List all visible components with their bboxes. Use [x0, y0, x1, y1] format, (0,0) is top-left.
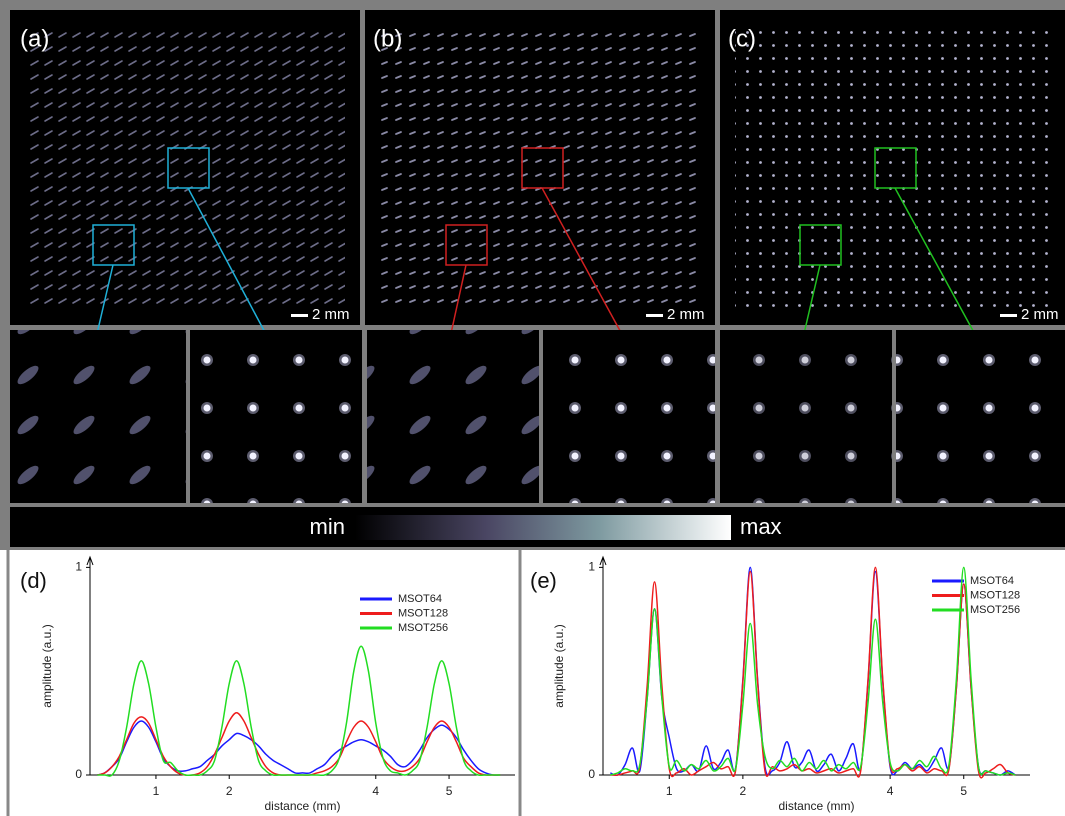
- inset: [896, 330, 1065, 503]
- scale-label: 2 mm: [1021, 306, 1059, 323]
- scale-bars: [291, 314, 1017, 317]
- panel-label: (e): [530, 568, 557, 593]
- x-tick-label: 2: [226, 784, 233, 798]
- zoom-line: [802, 264, 821, 339]
- x-tick-label: 1: [153, 784, 160, 798]
- colorbar-max: max: [740, 514, 782, 539]
- chart-area: [0, 550, 1065, 816]
- zoom-box: [799, 224, 842, 266]
- inset: [720, 330, 892, 503]
- legend-label: MSOT128: [398, 607, 448, 619]
- y-tick-label: 0: [588, 767, 595, 781]
- zoom-line: [449, 264, 467, 339]
- zoom-line: [894, 187, 978, 339]
- legend-label: MSOT128: [970, 589, 1020, 601]
- data-line: [97, 720, 501, 776]
- y-tick-label: 1: [75, 560, 82, 574]
- zoom-marks: [92, 147, 978, 339]
- scale-bar: [1000, 314, 1017, 317]
- legend-label: MSOT64: [398, 593, 442, 605]
- inset: [543, 330, 715, 503]
- field-a: [25, 30, 345, 310]
- y-tick-label: 1: [588, 560, 595, 574]
- axis-arrow: [86, 555, 94, 566]
- y-axis-label: amplitude (a.u.): [40, 624, 54, 707]
- colorbar: [355, 515, 731, 540]
- axis-arrow: [599, 555, 607, 566]
- scale-label: 2 mm: [667, 306, 705, 323]
- panel-label: (a): [20, 25, 49, 52]
- zoom-line: [187, 187, 269, 339]
- field-c: [735, 30, 1055, 310]
- x-axis-label: distance (mm): [778, 799, 854, 813]
- zoom-box: [445, 224, 488, 266]
- x-axis-label: distance (mm): [264, 799, 340, 813]
- panel-label: (c): [728, 25, 756, 52]
- inset: [367, 330, 539, 503]
- x-tick-label: 5: [446, 784, 453, 798]
- colorbar-min: min: [310, 514, 345, 539]
- zoom-box: [92, 224, 135, 266]
- inset: [10, 330, 186, 503]
- x-tick-label: 4: [887, 784, 894, 798]
- legend-label: MSOT256: [970, 604, 1020, 616]
- y-axis-label: amplitude (a.u.): [552, 624, 566, 707]
- zoom-line: [95, 264, 114, 339]
- inset: [190, 330, 362, 503]
- panel-label: (d): [20, 568, 47, 593]
- line-chart: 1 2 4 5 0 1 distance (mm) amplitude (a.u.) MSOT6…: [40, 555, 515, 813]
- legend-label: MSOT64: [970, 575, 1014, 587]
- scale-label: 2 mm: [312, 306, 350, 323]
- x-tick-label: 2: [740, 784, 747, 798]
- data-line: [610, 566, 1016, 776]
- line-chart: 1 2 4 5 0 1 distance (mm) amplitude (a.u.) MSOT6…: [552, 555, 1030, 813]
- insets: [10, 330, 1065, 503]
- y-tick-label: 0: [75, 767, 82, 781]
- x-tick-label: 5: [960, 784, 967, 798]
- data-line: [97, 645, 501, 777]
- zoom-line: [541, 187, 625, 339]
- panel-label: (b): [373, 25, 402, 52]
- field-b: [380, 30, 700, 310]
- x-tick-label: 1: [666, 784, 673, 798]
- x-tick-label: 4: [372, 784, 379, 798]
- scale-bar: [646, 314, 663, 317]
- legend-label: MSOT256: [398, 622, 448, 634]
- scale-bar: [291, 314, 308, 317]
